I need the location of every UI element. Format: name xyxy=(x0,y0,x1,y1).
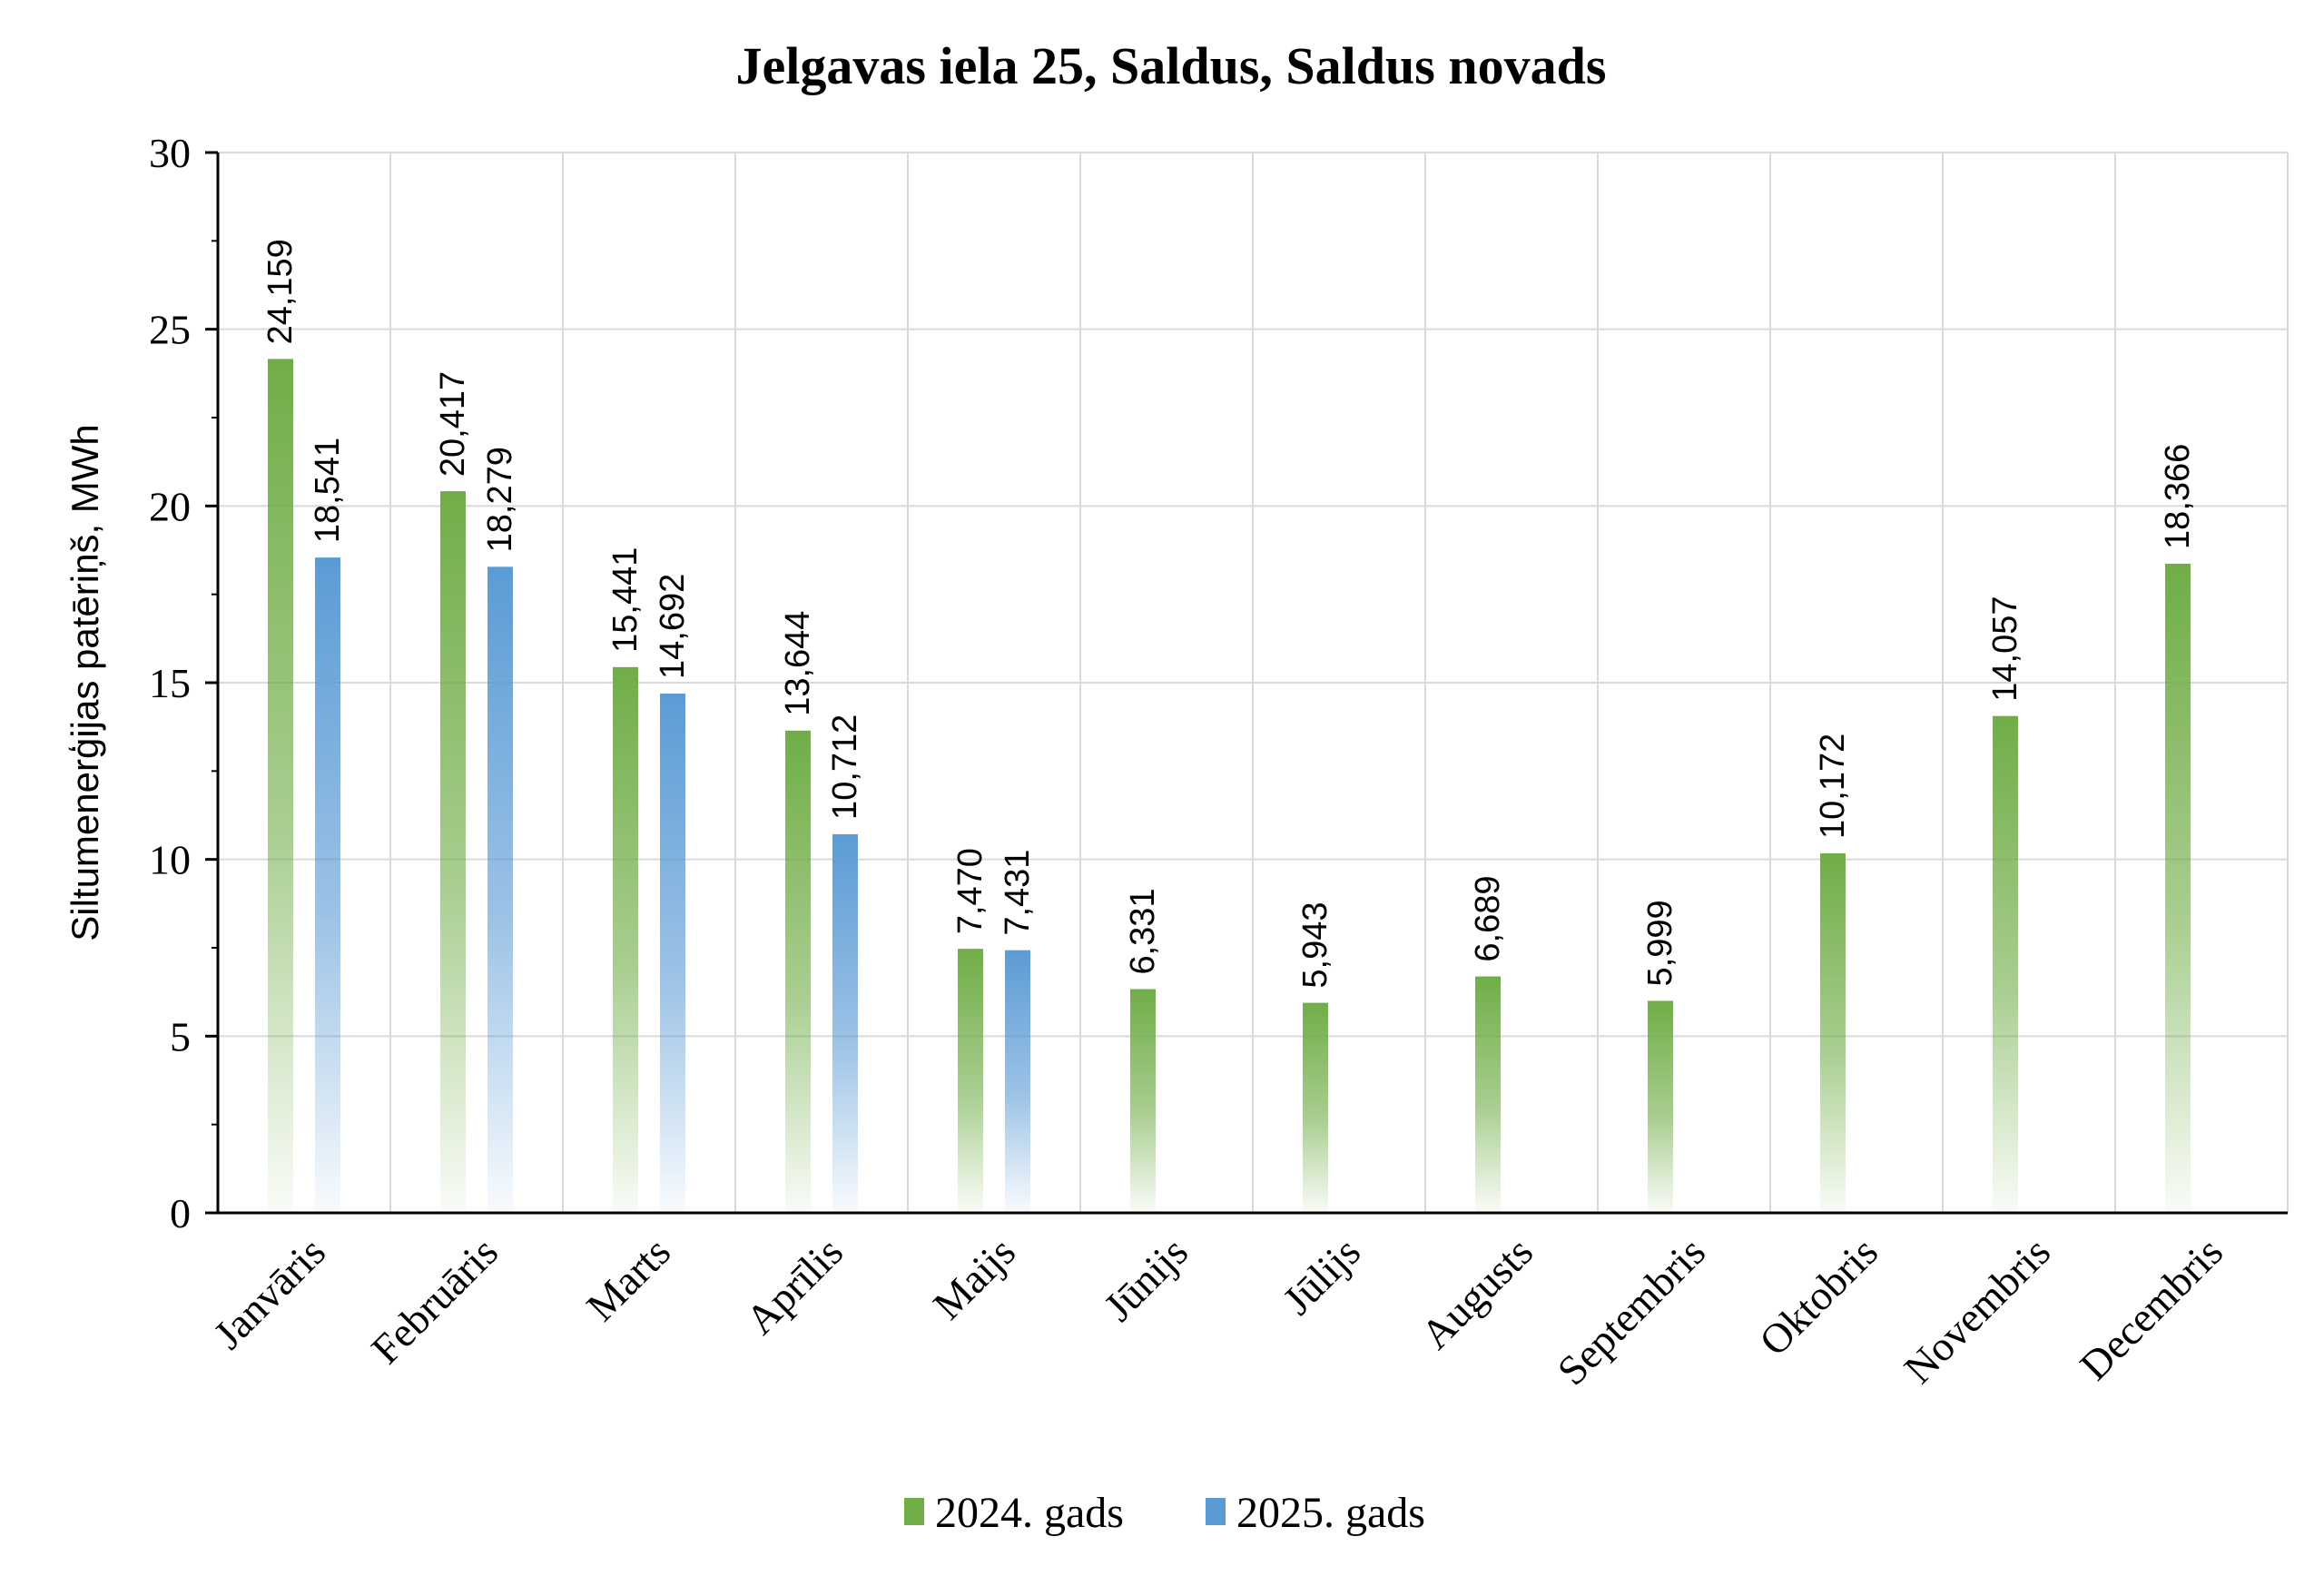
x-tick-label: Decembris xyxy=(2071,1228,2231,1389)
data-label: 15,441 xyxy=(606,547,645,653)
x-tick-label: Septembris xyxy=(1549,1228,1714,1394)
data-label: 7,431 xyxy=(999,850,1037,936)
data-label: 20,417 xyxy=(434,371,472,477)
data-label: 10,172 xyxy=(1814,734,1852,839)
data-label: 5,943 xyxy=(1296,902,1334,989)
bar-2025-2 xyxy=(660,693,685,1213)
y-tick-label: 10 xyxy=(149,837,191,883)
x-tick-label: Maijs xyxy=(924,1228,1024,1328)
bar-2024-2 xyxy=(613,666,638,1213)
y-tick-label: 25 xyxy=(149,307,191,353)
bars xyxy=(268,359,2191,1213)
bar-2025-1 xyxy=(487,566,513,1213)
x-tick-label: Novembris xyxy=(1895,1228,2059,1393)
bar-2024-8 xyxy=(1648,1000,1673,1213)
data-label: 18,366 xyxy=(2159,444,2197,549)
chart-title: Jelgavas iela 25, Saldus, Saldus novads xyxy=(736,36,1607,95)
x-tick-label: Jūnijs xyxy=(1095,1228,1196,1330)
bar-2024-6 xyxy=(1303,1002,1328,1213)
x-tick-label: Augusts xyxy=(1412,1228,1541,1358)
y-tick-label: 5 xyxy=(170,1013,191,1059)
x-tick-label: Marts xyxy=(577,1228,679,1330)
bar-2024-9 xyxy=(1820,852,1846,1213)
bar-2024-10 xyxy=(1993,715,2018,1213)
bar-2025-0 xyxy=(315,557,340,1213)
data-label: 14,692 xyxy=(654,574,692,679)
bar-2024-3 xyxy=(785,730,811,1213)
bar-2024-7 xyxy=(1475,976,1501,1213)
x-tick-label: Februāris xyxy=(362,1228,507,1373)
data-label: 13,644 xyxy=(779,611,817,716)
data-label: 10,712 xyxy=(826,714,864,820)
data-label: 6,331 xyxy=(1124,888,1162,974)
bar-2024-5 xyxy=(1130,989,1156,1213)
y-tick-label: 15 xyxy=(149,660,191,706)
legend: 2024. gads 2025. gads xyxy=(904,1489,1425,1537)
y-tick-label: 20 xyxy=(149,483,191,529)
data-label: 24,159 xyxy=(261,239,300,344)
bar-2024-4 xyxy=(958,949,983,1213)
x-tick-label: Jūlijs xyxy=(1274,1228,1369,1324)
data-label: 14,057 xyxy=(1986,596,2024,701)
data-label: 5,999 xyxy=(1641,900,1679,986)
legend-swatch-2025 xyxy=(1206,1498,1226,1525)
x-axis: Janvāris Februāris Marts Aprīlis Maijs Jūnijs… xyxy=(204,1211,2288,1394)
data-label: 7,470 xyxy=(951,848,990,934)
bar-2024-11 xyxy=(2165,563,2191,1213)
grid-lines xyxy=(218,152,2289,1213)
x-tick-label: Janvāris xyxy=(204,1228,334,1358)
data-label: 18,541 xyxy=(309,438,347,543)
data-label: 6,689 xyxy=(1469,875,1507,961)
x-tick-label: Oktobris xyxy=(1750,1228,1886,1364)
data-label: 18,279 xyxy=(481,447,519,552)
bar-2024-0 xyxy=(268,359,293,1213)
y-tick-label: 30 xyxy=(149,130,191,176)
legend-label-2025: 2025. gads xyxy=(1236,1489,1425,1537)
y-axis-label: Siltumenerģijas patēriņš, MWh xyxy=(64,424,106,941)
legend-label-2024: 2024. gads xyxy=(935,1489,1124,1537)
legend-swatch-2024 xyxy=(904,1498,924,1525)
y-axis: 0 5 10 15 20 25 30 xyxy=(149,130,220,1236)
y-tick-label: 0 xyxy=(170,1190,191,1236)
bar-2025-3 xyxy=(832,833,858,1213)
bar-2025-4 xyxy=(1005,950,1030,1213)
bar-2024-1 xyxy=(440,491,466,1213)
x-tick-label: Aprīlis xyxy=(737,1228,852,1343)
